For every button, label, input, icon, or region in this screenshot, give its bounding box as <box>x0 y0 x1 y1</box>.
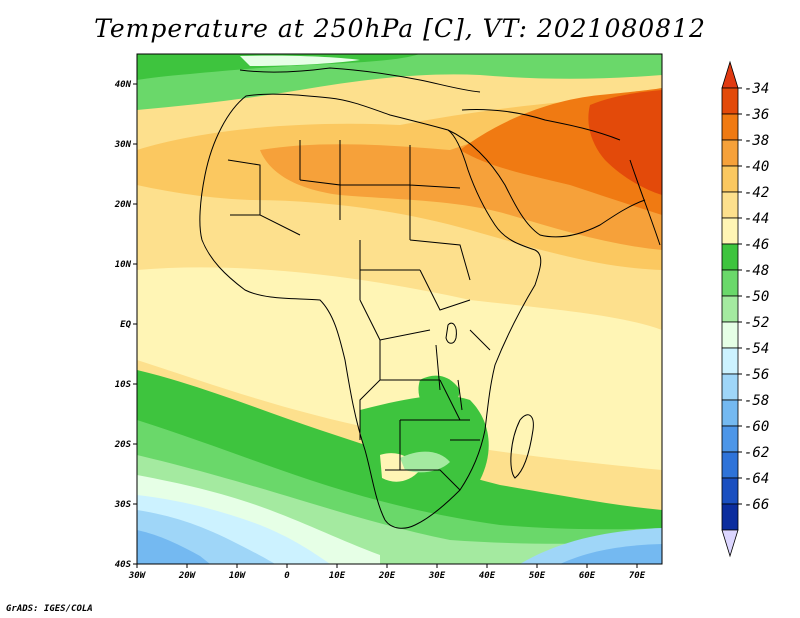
coastlines <box>199 67 661 529</box>
lon-tick-label: 70E <box>629 571 646 581</box>
colorbar-swatch <box>721 113 739 141</box>
colorbar-swatch <box>721 477 739 505</box>
colorbar-label: -66 <box>744 497 769 513</box>
colorbar-swatch <box>721 139 739 167</box>
colorbar-label: -40 <box>744 159 769 175</box>
lon-tick-label: 30W <box>128 571 147 581</box>
lat-tick-label: EQ <box>120 320 131 330</box>
colorbar-label: -64 <box>744 471 769 487</box>
colorbar-label: -46 <box>744 237 769 253</box>
colorbar-swatch <box>721 191 739 219</box>
lat-tick-label: 10S <box>115 380 132 390</box>
colorbar-label: -44 <box>744 211 769 227</box>
longitude-axis: 30W 20W 10W 0 10E 20E 30E 40E 50E 60E 70E <box>128 564 646 581</box>
lat-tick-label: 10N <box>115 260 132 270</box>
lat-tick-label: 40S <box>115 560 132 570</box>
temperature-field <box>137 54 662 564</box>
lat-tick-label: 20S <box>114 440 132 450</box>
colorbar-label: -50 <box>744 289 769 305</box>
lon-tick-label: 10W <box>229 571 247 581</box>
colorbar-swatch <box>721 373 739 401</box>
colorbar-swatch <box>721 347 739 375</box>
colorbar-under-arrow <box>721 529 739 558</box>
lon-tick-label: 50E <box>529 571 546 581</box>
lat-tick-label: 40N <box>115 80 132 90</box>
latitude-axis: 40N 30N 20N 10N EQ 10S 20S 30S 40S <box>114 80 137 570</box>
lon-tick-label: 20E <box>378 571 396 581</box>
colorbar-swatch <box>721 217 739 245</box>
colorbar-label: -36 <box>744 107 769 123</box>
lon-tick-label: 30E <box>428 571 446 581</box>
lon-tick-label: 20W <box>178 571 197 581</box>
colorbar-swatch <box>721 269 739 297</box>
colorbar-label: -38 <box>744 133 769 149</box>
colorbar-label: -56 <box>744 367 769 383</box>
colorbar-over-arrow <box>721 60 739 89</box>
colorbar-swatch <box>721 399 739 427</box>
colorbar-label: -52 <box>744 315 769 331</box>
colorbar-swatch <box>721 321 739 349</box>
colorbar-swatch <box>721 503 739 531</box>
colorbar-swatch <box>721 451 739 479</box>
lat-tick-label: 30N <box>114 140 132 150</box>
lon-tick-label: 60E <box>579 571 596 581</box>
colorbar-label: -62 <box>744 445 769 461</box>
colorbar-swatch <box>721 87 739 115</box>
colorbar-label: -58 <box>744 393 769 409</box>
lon-tick-label: 10E <box>329 571 346 581</box>
lon-tick-label: 0 <box>284 571 290 581</box>
lon-tick-label: 40E <box>479 571 496 581</box>
colorbar-swatch <box>721 243 739 271</box>
colorbar-swatch <box>721 165 739 193</box>
colorbar-label: -42 <box>744 185 769 201</box>
colorbar-swatch <box>721 295 739 323</box>
colorbar-label: -60 <box>744 419 769 435</box>
colorbar-label: -34 <box>744 81 769 97</box>
colorbar-label: -48 <box>744 263 769 279</box>
map-title: Temperature at 250hPa [C], VT: 202108081… <box>94 14 706 43</box>
colorbar: -34 -36 -38 -40 -42 -44 -46 -48 -50 -52 -54 -56 -58 -… <box>721 60 769 558</box>
colorbar-label: -54 <box>744 341 769 357</box>
grads-credit: GrADS: IGES/COLA <box>6 604 93 614</box>
colorbar-swatch <box>721 425 739 453</box>
lat-tick-label: 20N <box>114 200 132 210</box>
plot-frame <box>136 53 663 565</box>
lat-tick-label: 30S <box>114 500 132 510</box>
